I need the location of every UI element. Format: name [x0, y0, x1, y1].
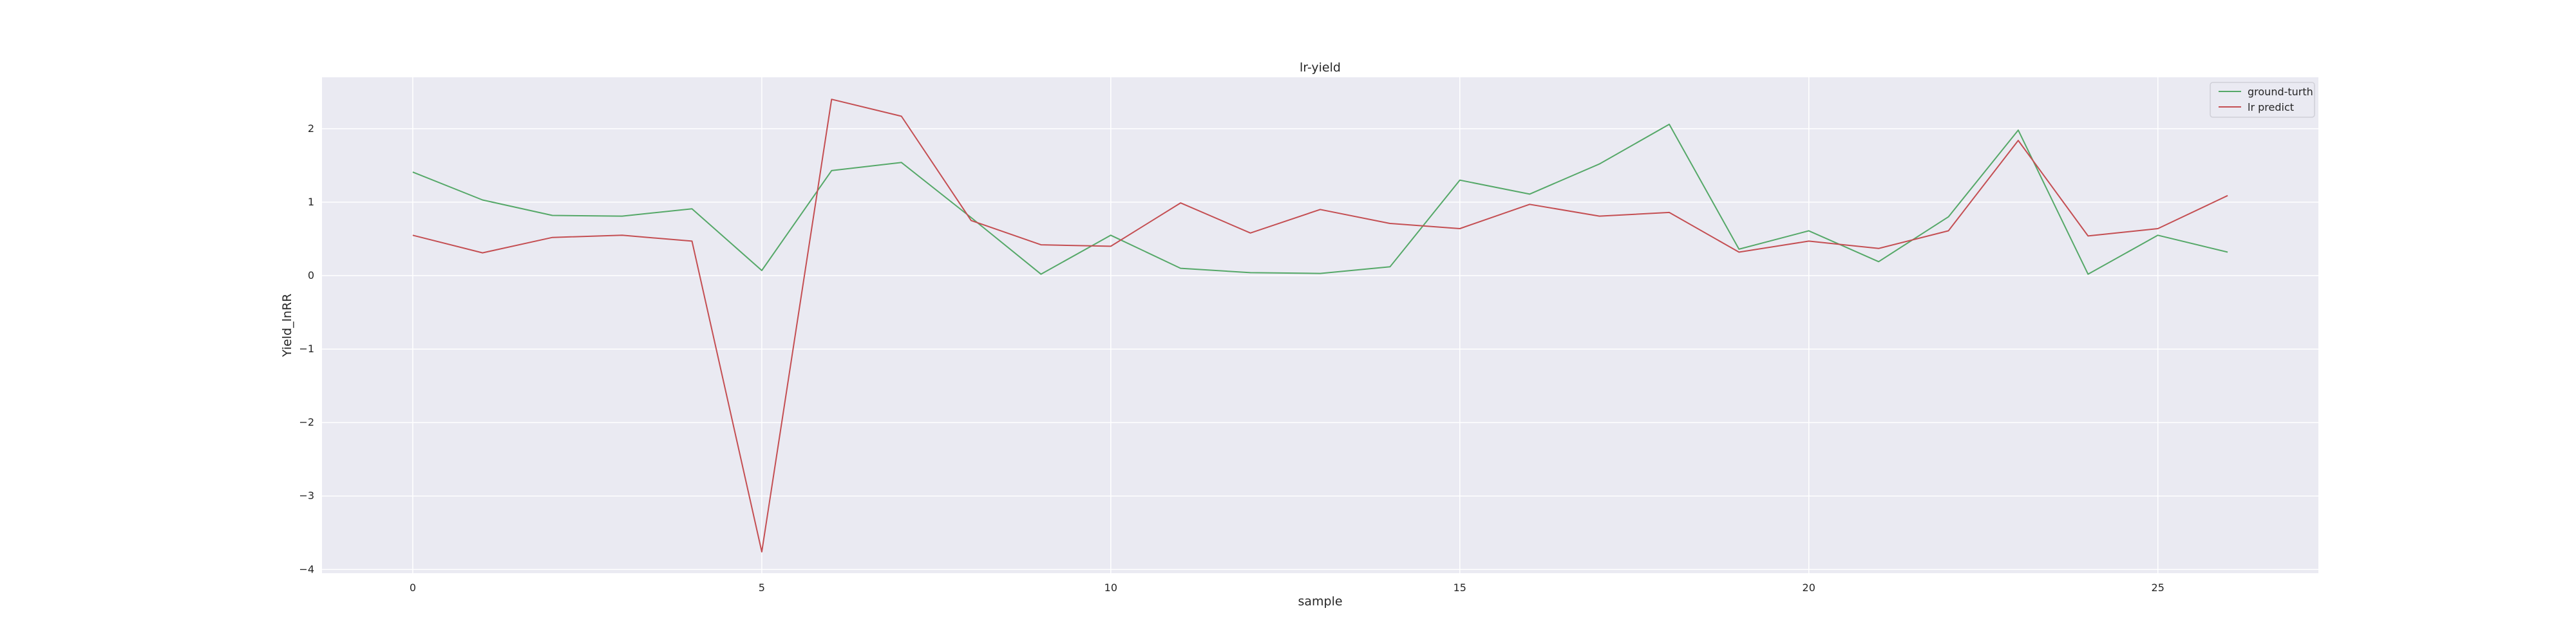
y-tick-label: 1	[308, 196, 314, 208]
y-tick-label: 0	[308, 269, 314, 281]
y-tick-label: −3	[299, 489, 314, 502]
grid-lines	[322, 77, 2318, 573]
y-tick-label: −1	[299, 343, 314, 355]
x-tick-label: 5	[759, 582, 765, 594]
legend-label-ground-turth: ground-turth	[2248, 86, 2313, 98]
x-tick-label: 10	[1104, 582, 1117, 594]
y-tick-label: −4	[299, 563, 314, 575]
x-tick-labels: 0 5 10 15 20 25	[410, 582, 2164, 594]
y-axis-label: Yield_lnRR	[280, 294, 294, 357]
legend-label-lr-predict: lr predict	[2248, 101, 2294, 113]
y-tick-labels: −4 −3 −2 −1 0 1 2	[299, 122, 314, 575]
x-tick-label: 0	[410, 582, 416, 594]
x-tick-label: 25	[2152, 582, 2164, 594]
plot-background	[322, 77, 2318, 573]
y-tick-label: −2	[299, 416, 314, 428]
series-lines	[412, 99, 2228, 553]
series-line-lr-predict	[412, 99, 2228, 553]
x-axis-label: sample	[1298, 594, 1342, 609]
chart-title: lr-yield	[1300, 61, 1341, 75]
y-tick-label: 2	[308, 122, 314, 135]
legend: ground-turth lr predict	[2210, 82, 2315, 118]
x-tick-label: 15	[1454, 582, 1466, 594]
series-line-ground-turth	[412, 124, 2228, 275]
x-tick-label: 20	[1803, 582, 1815, 594]
